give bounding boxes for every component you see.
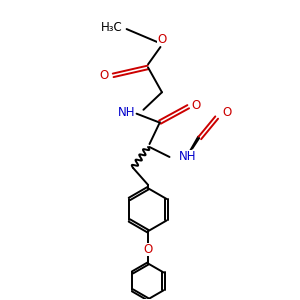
Text: O: O xyxy=(99,69,109,82)
Text: NH: NH xyxy=(118,106,135,119)
Text: O: O xyxy=(143,243,153,256)
Text: NH: NH xyxy=(179,151,197,164)
Text: O: O xyxy=(157,33,167,46)
Text: O: O xyxy=(192,99,201,112)
Text: H₃C: H₃C xyxy=(100,21,122,34)
Text: O: O xyxy=(223,106,232,119)
